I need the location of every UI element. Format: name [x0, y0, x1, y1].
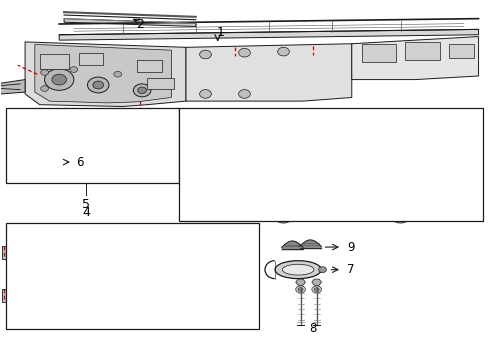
Polygon shape [64, 19, 195, 27]
Circle shape [217, 188, 227, 195]
Circle shape [307, 163, 314, 168]
Bar [2, 289, 19, 302]
Text: 2: 2 [136, 18, 143, 31]
Circle shape [41, 86, 48, 91]
Circle shape [220, 187, 249, 209]
Circle shape [307, 146, 361, 185]
Polygon shape [185, 44, 351, 101]
Text: 1: 1 [216, 27, 224, 40]
Text: 9: 9 [346, 240, 354, 253]
Circle shape [44, 69, 74, 90]
Circle shape [22, 139, 30, 145]
Circle shape [295, 286, 305, 293]
Circle shape [314, 288, 319, 291]
Polygon shape [356, 158, 475, 205]
Polygon shape [351, 37, 478, 80]
Bar [239, 241, 254, 253]
Bar [239, 297, 254, 309]
Bar [79, 53, 103, 65]
Circle shape [320, 155, 348, 176]
Bar [147, 78, 173, 89]
Polygon shape [0, 80, 25, 94]
Circle shape [93, 81, 103, 89]
Circle shape [227, 193, 242, 203]
Circle shape [238, 90, 250, 98]
Circle shape [451, 116, 470, 131]
Text: 6: 6 [76, 156, 83, 168]
Polygon shape [295, 279, 305, 285]
Bar [5, 223, 259, 329]
Text: 5: 5 [82, 198, 90, 211]
Circle shape [298, 288, 303, 291]
Text: 3: 3 [330, 113, 338, 126]
Circle shape [199, 50, 211, 59]
Circle shape [87, 77, 109, 93]
Polygon shape [8, 235, 246, 250]
Circle shape [238, 48, 250, 57]
Polygon shape [8, 298, 246, 314]
Circle shape [319, 178, 326, 183]
Polygon shape [59, 30, 478, 40]
Polygon shape [71, 126, 135, 172]
Bar [448, 44, 473, 58]
Circle shape [81, 154, 91, 161]
Bar [137, 60, 161, 72]
Text: 4: 4 [82, 207, 90, 220]
Circle shape [342, 148, 349, 153]
Circle shape [212, 184, 232, 199]
Ellipse shape [274, 261, 321, 279]
Circle shape [138, 87, 146, 94]
Circle shape [311, 286, 321, 293]
Circle shape [456, 120, 466, 127]
Circle shape [70, 67, 78, 72]
Circle shape [273, 209, 293, 223]
Bar [2, 246, 19, 259]
Polygon shape [188, 112, 475, 220]
Circle shape [395, 212, 405, 220]
Polygon shape [18, 134, 37, 169]
Polygon shape [25, 42, 185, 107]
Circle shape [278, 212, 288, 220]
Circle shape [212, 114, 232, 129]
Text: 7: 7 [346, 263, 354, 276]
Circle shape [96, 136, 110, 147]
Bar [361, 44, 395, 62]
Polygon shape [35, 44, 171, 103]
Polygon shape [311, 279, 321, 285]
Circle shape [354, 163, 361, 168]
Polygon shape [18, 134, 61, 146]
Polygon shape [76, 129, 130, 168]
Circle shape [199, 90, 211, 98]
Circle shape [318, 267, 326, 273]
Text: 8: 8 [308, 322, 316, 335]
Bar [40, 54, 69, 69]
Bar [5, 108, 178, 183]
Circle shape [114, 71, 122, 77]
Bar [405, 42, 439, 60]
Circle shape [319, 148, 326, 153]
Circle shape [52, 74, 66, 85]
Polygon shape [195, 115, 468, 217]
Circle shape [390, 209, 409, 223]
Circle shape [456, 190, 466, 197]
Polygon shape [30, 235, 224, 312]
Circle shape [112, 262, 143, 285]
Circle shape [342, 178, 349, 183]
Circle shape [21, 148, 31, 155]
Circle shape [133, 84, 151, 97]
Circle shape [41, 69, 48, 75]
Circle shape [120, 267, 135, 279]
Ellipse shape [282, 264, 313, 275]
Bar [178, 108, 483, 221]
Circle shape [451, 186, 470, 201]
Circle shape [277, 47, 289, 56]
Polygon shape [30, 235, 224, 312]
Circle shape [217, 118, 227, 125]
